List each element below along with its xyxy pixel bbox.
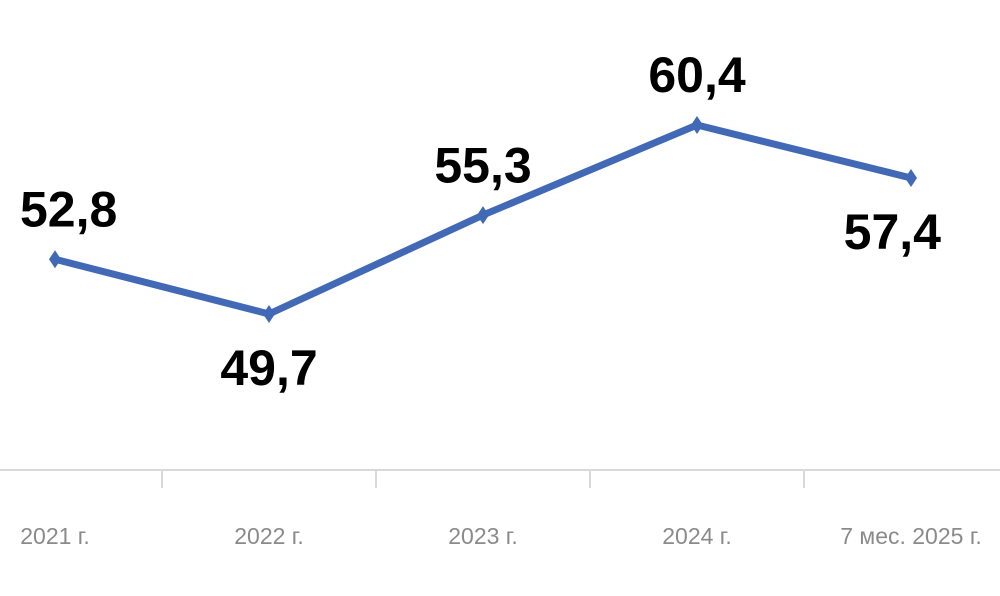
data-label: 52,8 (20, 181, 117, 237)
marker (263, 305, 275, 323)
marker (905, 168, 917, 187)
x-tick-label: 2021 г. (20, 523, 90, 549)
x-tick-label: 7 мес. 2025 г. (840, 523, 982, 549)
marker (477, 206, 489, 225)
x-tick-label: 2023 г. (448, 523, 518, 549)
data-label: 60,4 (648, 47, 746, 103)
marker (49, 250, 61, 269)
data-label: 55,3 (434, 137, 531, 193)
data-label: 57,4 (844, 204, 942, 260)
data-label: 49,7 (220, 340, 317, 396)
x-tick-label: 2022 г. (234, 523, 304, 549)
marker (691, 116, 703, 134)
x-tick-label: 2024 г. (662, 523, 732, 549)
